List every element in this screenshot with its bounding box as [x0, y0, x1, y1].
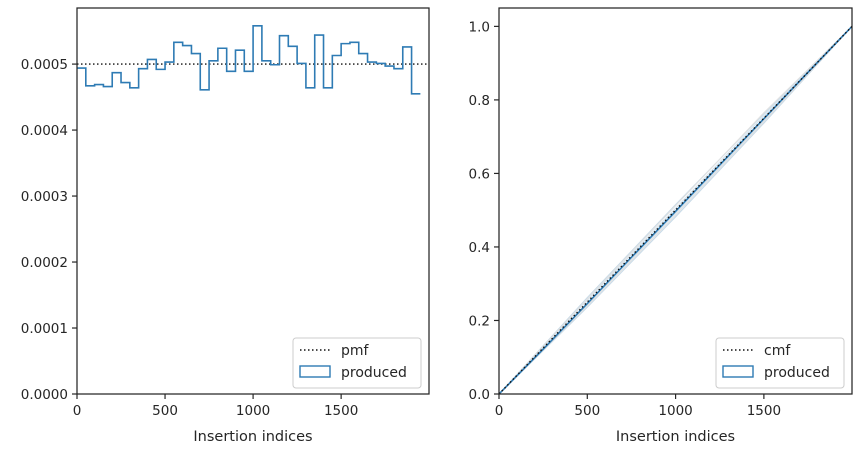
right-legend: cmf produced [715, 337, 845, 389]
left-chart: 0 500 1000 1500 0.0000 0.0001 0.0002 0.0003 0.0… [21, 7, 430, 445]
left-x-tick-label: 1000 [236, 403, 270, 419]
left-y-tick-label: 0.0001 [21, 321, 68, 337]
left-x-tick-label: 0 [73, 403, 82, 419]
right-cmf-reference-line [498, 25, 853, 395]
left-legend: pmf produced [292, 337, 422, 389]
right-x-axis-label: Insertion indices [616, 429, 735, 445]
right-faint-series-line [498, 26, 853, 395]
left-y-tick-label: 0.0002 [21, 255, 68, 271]
left-x-tick-label: 1500 [324, 403, 358, 419]
left-produced-step-series [77, 25, 421, 95]
left-y-tick-label: 0.0005 [21, 57, 68, 73]
right-legend-produced-label: produced [764, 365, 830, 381]
right-x-tick-label: 500 [574, 403, 600, 419]
left-legend-produced-label: produced [341, 365, 407, 381]
right-legend-produced-swatch [722, 365, 754, 378]
right-y-tick-label: 1.0 [469, 19, 490, 35]
right-x-tick-label: 1500 [747, 403, 781, 419]
left-y-tick-label: 0.0004 [21, 123, 68, 139]
right-faint-series-line [498, 25, 853, 395]
left-y-tick-label: 0.0003 [21, 189, 68, 205]
left-legend-pmf-label: pmf [341, 343, 370, 359]
left-x-axis-label: Insertion indices [193, 429, 312, 445]
left-plot-background [77, 8, 429, 394]
left-x-tick-label: 500 [152, 403, 178, 419]
right-chart: 0 500 1000 1500 0.0 0.2 0.4 0.6 0.8 1.0 Insertio… [469, 7, 853, 445]
left-y-tick-label: 0.0000 [21, 387, 68, 403]
right-y-tick-label: 0.6 [469, 166, 490, 182]
right-x-tick-label: 0 [495, 403, 504, 419]
right-legend-cmf-label: cmf [764, 343, 791, 359]
left-legend-produced-swatch [299, 365, 331, 378]
right-faint-series-line [498, 26, 853, 395]
right-y-tick-label: 0.2 [469, 313, 490, 329]
right-y-tick-label: 0.4 [469, 240, 490, 256]
right-x-tick-label: 1000 [658, 403, 692, 419]
right-y-tick-label: 0.0 [469, 387, 490, 403]
right-y-tick-label: 0.8 [469, 93, 490, 109]
